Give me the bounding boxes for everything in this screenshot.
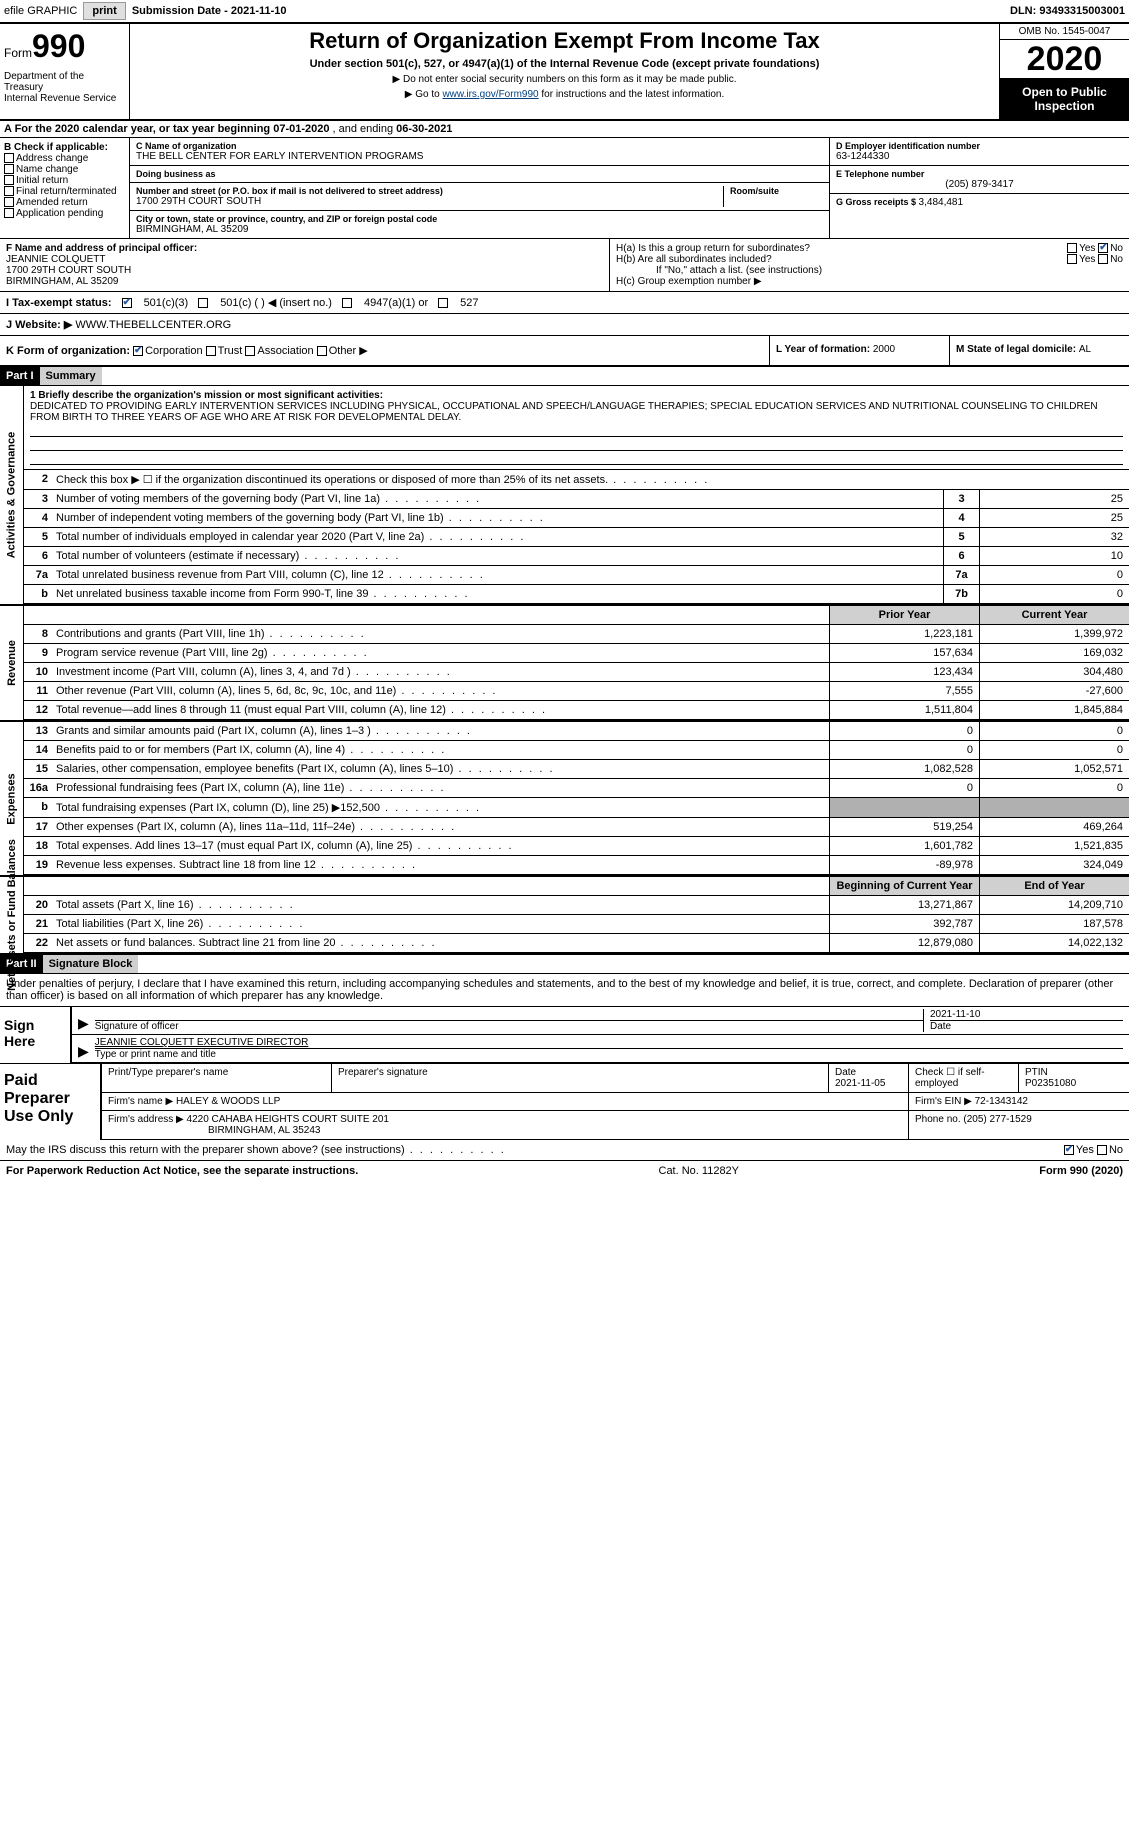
paid-preparer-row: Paid Preparer Use Only Print/Type prepar… bbox=[0, 1063, 1129, 1140]
ein: 63-1244330 bbox=[836, 151, 1123, 162]
table-row: 3Number of voting members of the governi… bbox=[24, 490, 1129, 509]
dln-label: DLN: 93493315003001 bbox=[1010, 5, 1125, 17]
form-number: Form990 bbox=[4, 28, 125, 65]
efile-label: efile GRAPHIC bbox=[4, 5, 77, 17]
footer: For Paperwork Reduction Act Notice, see … bbox=[0, 1161, 1129, 1181]
website-value: WWW.THEBELLCENTER.ORG bbox=[75, 319, 231, 331]
chk-other[interactable] bbox=[317, 346, 327, 356]
officer-name-title: JEANNIE COLQUETT EXECUTIVE DIRECTOR bbox=[95, 1037, 1123, 1048]
website-row: J Website: ▶ WWW.THEBELLCENTER.ORG bbox=[0, 314, 1129, 336]
mission-text: DEDICATED TO PROVIDING EARLY INTERVENTIO… bbox=[30, 401, 1123, 423]
table-row: 16aProfessional fundraising fees (Part I… bbox=[24, 779, 1129, 798]
form-title: Return of Organization Exempt From Incom… bbox=[134, 28, 995, 54]
info-block: B Check if applicable: Address change Na… bbox=[0, 138, 1129, 239]
tax-period: A For the 2020 calendar year, or tax yea… bbox=[0, 121, 1129, 138]
omb-number: OMB No. 1545-0047 bbox=[1000, 24, 1129, 40]
chk-corp[interactable] bbox=[133, 346, 143, 356]
org-address: 1700 29TH COURT SOUTH bbox=[136, 196, 723, 207]
checkbox-initial-return[interactable] bbox=[4, 175, 14, 185]
dept-label: Department of the Treasury Internal Reve… bbox=[4, 71, 125, 104]
table-row: 22Net assets or fund balances. Subtract … bbox=[24, 934, 1129, 953]
gross-receipts: 3,484,481 bbox=[919, 197, 964, 208]
top-bar: efile GRAPHIC print Submission Date - 20… bbox=[0, 0, 1129, 24]
checkbox-final-return[interactable] bbox=[4, 186, 14, 196]
checkbox-amended[interactable] bbox=[4, 197, 14, 207]
table-row: 20Total assets (Part X, line 16)13,271,8… bbox=[24, 896, 1129, 915]
table-row: bTotal fundraising expenses (Part IX, co… bbox=[24, 798, 1129, 818]
table-row: 4Number of independent voting members of… bbox=[24, 509, 1129, 528]
table-row: 10Investment income (Part VIII, column (… bbox=[24, 663, 1129, 682]
hb-yes[interactable] bbox=[1067, 254, 1077, 264]
part1-header: Part ISummary bbox=[0, 367, 1129, 386]
col-b: B Check if applicable: Address change Na… bbox=[0, 138, 130, 238]
ha-no[interactable] bbox=[1098, 243, 1108, 253]
submission-date-label: Submission Date - 2021-11-10 bbox=[132, 5, 287, 17]
checkbox-address-change[interactable] bbox=[4, 153, 14, 163]
table-row: 12Total revenue—add lines 8 through 11 (… bbox=[24, 701, 1129, 720]
sig-declaration: Under penalties of perjury, I declare th… bbox=[0, 974, 1129, 1007]
table-row: bNet unrelated business taxable income f… bbox=[24, 585, 1129, 604]
chk-trust[interactable] bbox=[206, 346, 216, 356]
arrow-icon: ▶ bbox=[78, 1043, 89, 1060]
table-row: 11Other revenue (Part VIII, column (A), … bbox=[24, 682, 1129, 701]
table-row: 5Total number of individuals employed in… bbox=[24, 528, 1129, 547]
open-inspection: Open to Public Inspection bbox=[1000, 79, 1129, 119]
sign-here-row: Sign Here ▶ Signature of officer 2021-11… bbox=[0, 1007, 1129, 1063]
activities-governance: Activities & Governance 1 Briefly descri… bbox=[0, 386, 1129, 606]
table-row: 14Benefits paid to or for members (Part … bbox=[24, 741, 1129, 760]
na-header: Beginning of Current Year End of Year bbox=[24, 877, 1129, 896]
form-subtitle: Under section 501(c), 527, or 4947(a)(1)… bbox=[134, 58, 995, 70]
col-c: C Name of organization THE BELL CENTER F… bbox=[130, 138, 829, 238]
table-row: 8Contributions and grants (Part VIII, li… bbox=[24, 625, 1129, 644]
table-row: 2Check this box ▶ ☐ if the organization … bbox=[24, 470, 1129, 490]
discuss-no[interactable] bbox=[1097, 1145, 1107, 1155]
table-row: 15Salaries, other compensation, employee… bbox=[24, 760, 1129, 779]
chk-assoc[interactable] bbox=[245, 346, 255, 356]
discuss-yes[interactable] bbox=[1064, 1145, 1074, 1155]
table-row: 13Grants and similar amounts paid (Part … bbox=[24, 722, 1129, 741]
ha-yes[interactable] bbox=[1067, 243, 1077, 253]
officer-name: JEANNIE COLQUETT bbox=[6, 254, 603, 265]
tax-year: 2020 bbox=[1000, 40, 1129, 79]
expenses-section: Expenses 13Grants and similar amounts pa… bbox=[0, 722, 1129, 877]
telephone: (205) 879-3417 bbox=[836, 179, 1123, 190]
org-name: THE BELL CENTER FOR EARLY INTERVENTION P… bbox=[136, 151, 823, 162]
officer-group-row: F Name and address of principal officer:… bbox=[0, 239, 1129, 292]
print-button[interactable]: print bbox=[83, 2, 125, 20]
table-row: 6Total number of volunteers (estimate if… bbox=[24, 547, 1129, 566]
table-row: 7aTotal unrelated business revenue from … bbox=[24, 566, 1129, 585]
tax-status-row: I Tax-exempt status: 501(c)(3) 501(c) ( … bbox=[0, 292, 1129, 314]
firm-name: HALEY & WOODS LLP bbox=[176, 1096, 280, 1107]
checkbox-pending[interactable] bbox=[4, 208, 14, 218]
revenue-section: Revenue Prior Year Current Year 8Contrib… bbox=[0, 606, 1129, 722]
note-1: ▶ Do not enter social security numbers o… bbox=[134, 74, 995, 85]
table-row: 19Revenue less expenses. Subtract line 1… bbox=[24, 856, 1129, 875]
col-de: D Employer identification number 63-1244… bbox=[829, 138, 1129, 238]
part2-header: Part IISignature Block bbox=[0, 955, 1129, 974]
table-row: 21Total liabilities (Part X, line 26)392… bbox=[24, 915, 1129, 934]
chk-501c3[interactable] bbox=[122, 298, 132, 308]
chk-4947[interactable] bbox=[342, 298, 352, 308]
table-row: 17Other expenses (Part IX, column (A), l… bbox=[24, 818, 1129, 837]
org-city: BIRMINGHAM, AL 35209 bbox=[136, 224, 823, 235]
two-col-header: Prior Year Current Year bbox=[24, 606, 1129, 625]
mission-block: 1 Briefly describe the organization's mi… bbox=[24, 386, 1129, 470]
chk-501c[interactable] bbox=[198, 298, 208, 308]
form-header: Form990 Department of the Treasury Inter… bbox=[0, 24, 1129, 121]
net-assets-section: Net Assets or Fund Balances Beginning of… bbox=[0, 877, 1129, 955]
checkbox-name-change[interactable] bbox=[4, 164, 14, 174]
note-2: ▶ Go to www.irs.gov/Form990 for instruct… bbox=[134, 89, 995, 100]
discuss-row: May the IRS discuss this return with the… bbox=[0, 1140, 1129, 1161]
hb-no[interactable] bbox=[1098, 254, 1108, 264]
table-row: 9Program service revenue (Part VIII, lin… bbox=[24, 644, 1129, 663]
chk-527[interactable] bbox=[438, 298, 448, 308]
arrow-icon: ▶ bbox=[78, 1015, 89, 1032]
irs-link[interactable]: www.irs.gov/Form990 bbox=[442, 89, 538, 100]
k-row: K Form of organization: Corporation Trus… bbox=[0, 336, 1129, 367]
table-row: 18Total expenses. Add lines 13–17 (must … bbox=[24, 837, 1129, 856]
